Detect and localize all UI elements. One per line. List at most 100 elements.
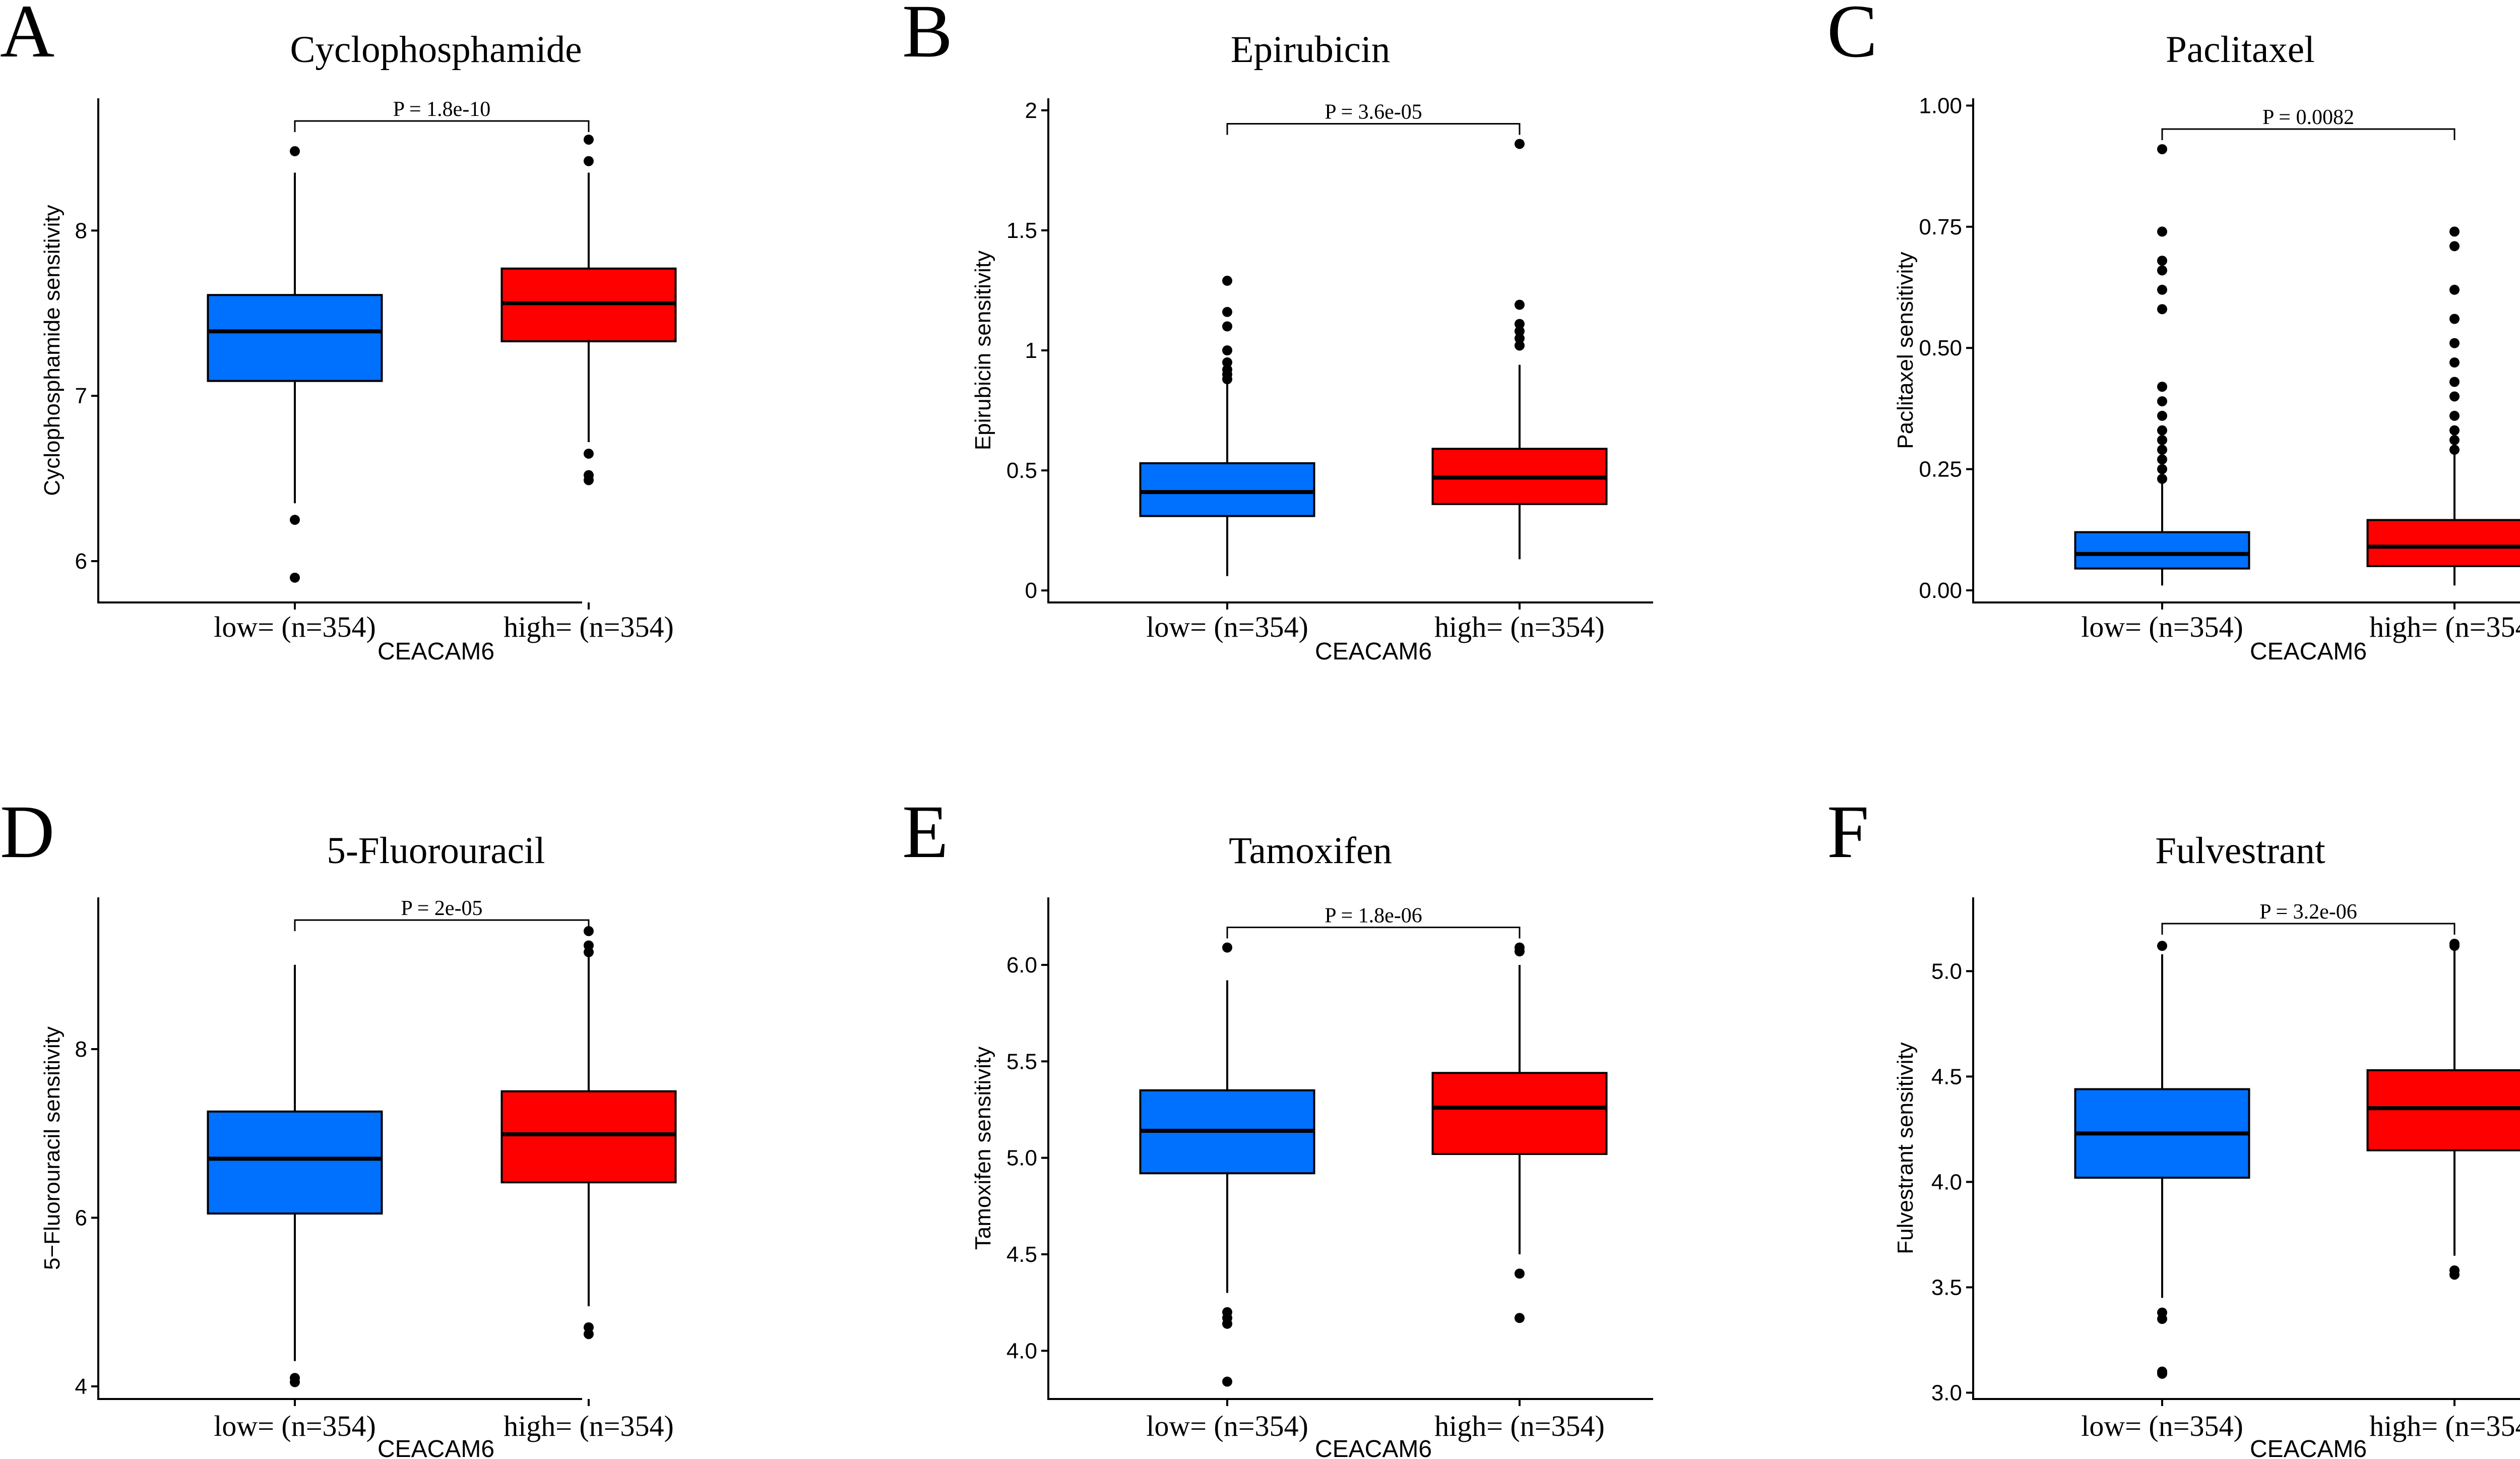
y-tick-label: 8 bbox=[75, 218, 87, 243]
outlier-point bbox=[1222, 321, 1232, 332]
outlier-point bbox=[2157, 396, 2167, 406]
panel-a: A Cyclophosphamide 6 7 8 Cyclophosphamide sen… bbox=[0, 0, 677, 665]
outlier-point bbox=[1222, 1318, 1232, 1329]
y-tick-label: 4 bbox=[75, 1374, 87, 1399]
x-tick-label: low= (n=354) bbox=[1146, 611, 1308, 643]
p-value-label: P = 2e-05 bbox=[401, 897, 482, 920]
outlier-point bbox=[2157, 445, 2167, 455]
outlier-point bbox=[584, 156, 594, 166]
box-low bbox=[1139, 942, 1315, 1387]
chart-title: Epirubicin bbox=[1231, 29, 1391, 71]
outlier-point bbox=[2157, 382, 2167, 392]
outlier-point bbox=[2157, 454, 2167, 465]
box-low bbox=[2074, 144, 2250, 586]
axis-lines bbox=[1047, 897, 1653, 1400]
y-tick-label: 4.5 bbox=[1006, 1242, 1037, 1267]
outlier-point bbox=[2157, 464, 2167, 474]
y-tick-label: 2 bbox=[1025, 98, 1037, 123]
box-iqr bbox=[2366, 1069, 2520, 1151]
y-tick-label: 3.0 bbox=[1931, 1380, 1962, 1405]
significance-bracket bbox=[2161, 923, 2455, 935]
panel-b: B Epirubicin 0 0.5 1 1.5 2 Epirubicin sensitivi… bbox=[902, 0, 1653, 665]
y-tick-label: 6 bbox=[75, 1205, 87, 1230]
x-axis-label: CEACAM6 bbox=[2250, 638, 2367, 665]
y-tick-label: 0 bbox=[1025, 578, 1037, 603]
p-value-label: P = 0.0082 bbox=[2262, 106, 2354, 129]
outlier-point bbox=[1515, 333, 1525, 344]
p-value-label: P = 3.2e-06 bbox=[2259, 900, 2357, 924]
x-tick-label: high= (n=354) bbox=[1434, 611, 1605, 643]
p-value-label: P = 3.6e-05 bbox=[1325, 100, 1422, 124]
panel-e: E Tamoxifen 4.0 4.5 5.0 5.5 6.0 Tamoxifen sensi… bbox=[902, 790, 1653, 1459]
outlier-point bbox=[290, 572, 300, 583]
y-tick-label: 5.5 bbox=[1006, 1049, 1037, 1074]
x-axis-label: CEACAM6 bbox=[1315, 1436, 1432, 1459]
panel-letter: A bbox=[0, 0, 54, 73]
panel-c: C Paclitaxel 0.00 0.25 0.50 0.75 1.00 Paclitaxe… bbox=[1827, 0, 2520, 665]
outlier-point bbox=[584, 448, 594, 459]
y-tick-label: 1.5 bbox=[1006, 218, 1037, 243]
outlier-point bbox=[1515, 319, 1525, 329]
box-low bbox=[207, 146, 383, 583]
y-axis-label: Fulvestrant sensitivity bbox=[1893, 1042, 1918, 1254]
outlier-point bbox=[1515, 139, 1525, 149]
box-iqr bbox=[2074, 531, 2250, 570]
box-high bbox=[1431, 139, 1608, 560]
y-tick-label: 6.0 bbox=[1006, 953, 1037, 978]
significance-bracket bbox=[2161, 128, 2455, 140]
box-high bbox=[2366, 226, 2520, 586]
box-iqr bbox=[1139, 462, 1315, 517]
y-tick-label: 4.5 bbox=[1931, 1064, 1962, 1089]
outlier-point bbox=[1515, 340, 1525, 351]
outlier-point bbox=[2449, 1269, 2460, 1280]
box-low bbox=[207, 964, 383, 1387]
chart-title: 5-Fluorouracil bbox=[327, 830, 545, 872]
outlier-point bbox=[2157, 256, 2167, 266]
box-high bbox=[500, 926, 677, 1340]
x-tick-label: low= (n=354) bbox=[2081, 1410, 2243, 1442]
y-tick-label: 8 bbox=[75, 1037, 87, 1062]
box-iqr bbox=[1431, 1072, 1608, 1155]
outlier-point bbox=[2157, 304, 2167, 315]
outlier-point bbox=[2157, 473, 2167, 484]
outlier-point bbox=[1222, 307, 1232, 317]
outlier-point bbox=[1222, 1376, 1232, 1387]
outlier-point bbox=[2157, 144, 2167, 154]
y-tick-label: 1 bbox=[1025, 338, 1037, 363]
box-high bbox=[1431, 942, 1608, 1323]
y-axis-label: Paclitaxel sensitivity bbox=[1893, 252, 1918, 449]
outlier-point bbox=[2157, 1368, 2167, 1379]
box-low bbox=[1139, 275, 1315, 576]
outlier-point bbox=[584, 475, 594, 485]
outlier-point bbox=[2449, 445, 2460, 455]
y-tick-label: 0.25 bbox=[1919, 457, 1962, 482]
y-tick-label: 7 bbox=[75, 384, 87, 408]
outlier-point bbox=[2157, 284, 2167, 295]
outlier-point bbox=[1515, 942, 1525, 953]
box-high bbox=[2366, 938, 2520, 1280]
outlier-point bbox=[2449, 241, 2460, 252]
y-axis-label: Epirubicin sensitivity bbox=[971, 251, 995, 450]
axis-lines bbox=[97, 897, 582, 1400]
y-axis-label: 5−Fluorouracil sensitivity bbox=[40, 1026, 65, 1270]
outlier-point bbox=[1515, 1313, 1525, 1323]
x-tick-label: high= (n=354) bbox=[2369, 611, 2520, 643]
box-iqr bbox=[207, 294, 383, 382]
chart-title: Cyclophosphamide bbox=[290, 29, 582, 71]
outlier-point bbox=[2157, 435, 2167, 445]
x-axis-label: CEACAM6 bbox=[2250, 1436, 2367, 1459]
y-tick-label: 0.75 bbox=[1919, 215, 1962, 239]
significance-bracket bbox=[1226, 123, 1521, 135]
y-tick-label: 1.00 bbox=[1919, 93, 1962, 118]
panel-letter: D bbox=[0, 790, 54, 874]
panel-d: D 5-Fluorouracil 4 6 8 5−Fluorouracil sensiti… bbox=[0, 790, 677, 1459]
outlier-point bbox=[2449, 391, 2460, 402]
outlier-point bbox=[2449, 357, 2460, 368]
chart-title: Tamoxifen bbox=[1229, 830, 1392, 872]
outlier-point bbox=[2449, 425, 2460, 436]
outlier-point bbox=[1515, 1268, 1525, 1279]
x-tick-label: low= (n=354) bbox=[214, 1410, 376, 1442]
x-tick-label: low= (n=354) bbox=[214, 611, 376, 643]
significance-bracket bbox=[294, 919, 590, 931]
panel-letter: C bbox=[1827, 0, 1877, 73]
